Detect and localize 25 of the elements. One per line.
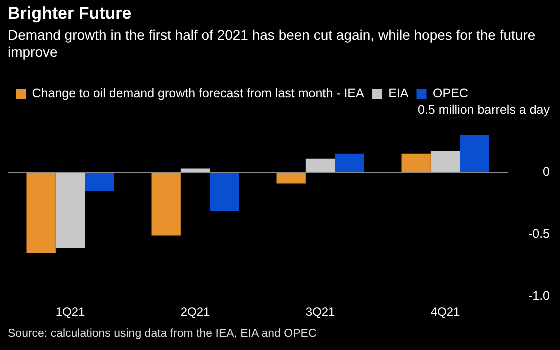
bar xyxy=(402,154,431,173)
bar xyxy=(306,158,336,173)
y-tick-label: -0.5 xyxy=(528,227,550,242)
legend-label: OPEC xyxy=(433,86,468,101)
bar xyxy=(335,154,364,173)
x-tick-label: 3Q21 xyxy=(306,305,336,320)
bar xyxy=(26,172,56,254)
bar xyxy=(210,172,240,211)
x-tick-label: 4Q21 xyxy=(430,305,460,320)
chart-title: Brighter Future xyxy=(8,4,132,24)
source-note: Source: calculations using data from the IEA, EIA and OPEC xyxy=(8,328,317,340)
x-tick-label: 1Q21 xyxy=(56,305,86,320)
bar xyxy=(85,172,114,192)
bar xyxy=(276,172,306,184)
bar xyxy=(152,172,181,236)
chart-subtitle: Demand growth in the first half of 2021 has been cut again, while hopes for the future improve xyxy=(8,27,537,61)
x-tick-label: 2Q21 xyxy=(180,305,210,320)
y-tick-label: 0 xyxy=(543,164,550,179)
bar xyxy=(430,151,460,173)
y-tick-label: -1.0 xyxy=(528,289,550,304)
bar xyxy=(56,172,86,248)
legend-label: EIA xyxy=(388,86,410,101)
legend-label: Change to oil demand growth forecast from last month - IEA xyxy=(32,86,366,101)
bar xyxy=(460,135,490,173)
y-tick-label: 0.5 million barrels a day xyxy=(418,102,551,117)
